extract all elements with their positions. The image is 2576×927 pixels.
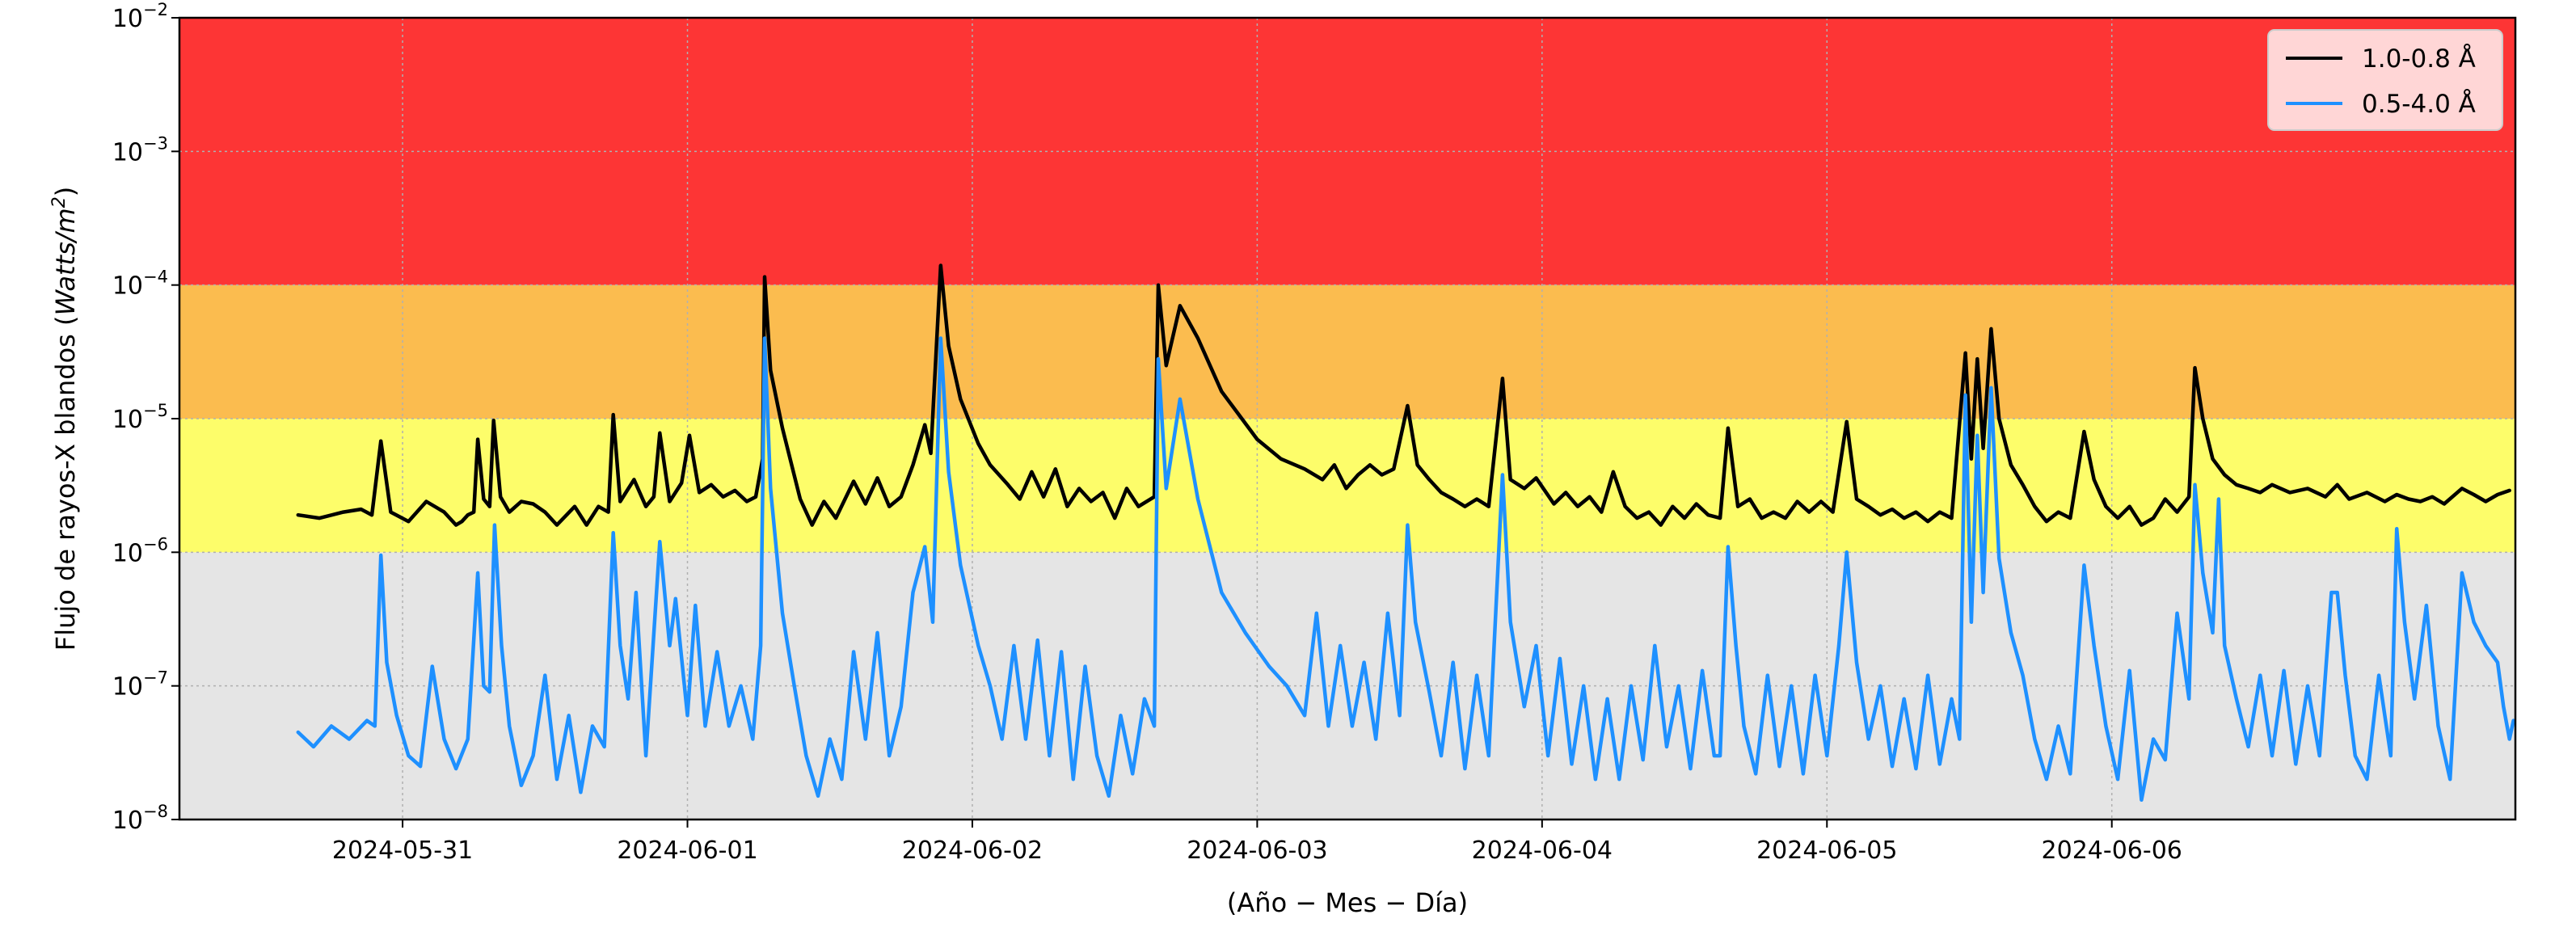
y-tick-label: 10−3 — [112, 133, 168, 166]
y-axis-ticks: 10−8 10−7 10−6 10−5 10−4 10−3 10−2 — [112, 0, 179, 835]
series-layer — [296, 263, 2515, 803]
y-tick-label: 10−4 — [112, 268, 168, 301]
series-line-2 — [296, 336, 2515, 803]
grid-lines — [179, 18, 2515, 820]
x-tick-label: 2024-06-04 — [1472, 836, 1613, 865]
y-tick-label: 10−8 — [112, 802, 168, 835]
y-axis-label-prefix: Flujo de rayos-X blandos ( — [50, 316, 81, 651]
x-tick-label: 2024-06-03 — [1187, 836, 1327, 865]
y-axis-label-suffix: ) — [50, 187, 81, 196]
x-tick-label: 2024-06-05 — [1756, 836, 1897, 865]
y-tick-label: 10−5 — [112, 401, 168, 434]
x-tick-label: 2024-05-31 — [332, 836, 473, 865]
y-axis-label-units: Watts/m — [50, 208, 81, 315]
legend-label-series-1: 1.0-0.8 Å — [2362, 44, 2476, 74]
x-axis-label: (Año − Mes − Día) — [1227, 887, 1468, 918]
y-tick-label: 10−2 — [112, 0, 168, 33]
x-tick-label: 2024-06-01 — [617, 836, 757, 865]
legend-label-series-2: 0.5-4.0 Å — [2362, 90, 2476, 119]
series-line-1 — [296, 263, 2511, 527]
x-axis-ticks: 2024-05-31 2024-06-01 2024-06-02 2024-06-03… — [332, 820, 2182, 865]
flux-band-3 — [179, 284, 2515, 419]
y-axis-label: Flujo de rayos-X blandos (Watts/m2) — [49, 187, 82, 651]
x-tick-label: 2024-06-06 — [2042, 836, 2182, 865]
x-tick-label: 2024-06-02 — [902, 836, 1043, 865]
y-axis-label-exponent: 2 — [49, 196, 70, 208]
y-tick-label: 10−7 — [112, 668, 168, 702]
legend: 1.0-0.8 Å 0.5-4.0 Å — [2267, 29, 2503, 131]
y-tick-label: 10−6 — [112, 534, 168, 567]
